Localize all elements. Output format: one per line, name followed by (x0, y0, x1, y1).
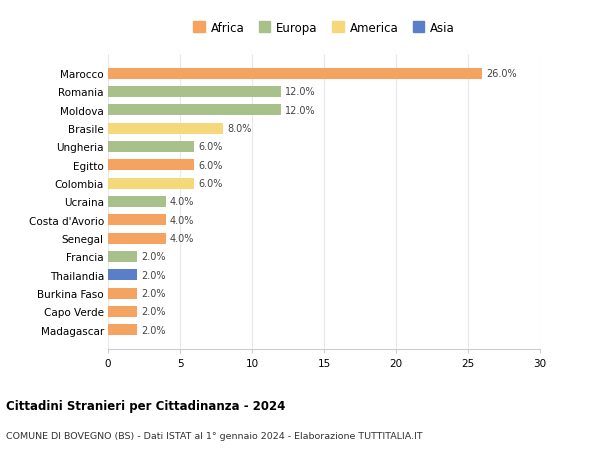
Bar (108, 141, 194, 152)
Text: Cittadini Stranieri per Cittadinanza - 2024: Cittadini Stranieri per Cittadinanza - 2… (6, 399, 286, 412)
Text: 6.0%: 6.0% (199, 160, 223, 170)
Text: 8.0%: 8.0% (227, 124, 252, 134)
Text: COMUNE DI BOVEGNO (BS) - Dati ISTAT al 1° gennaio 2024 - Elaborazione TUTTITALIA: COMUNE DI BOVEGNO (BS) - Dati ISTAT al 1… (6, 431, 422, 441)
Bar (108, 306, 137, 317)
Bar (108, 123, 223, 134)
Bar (108, 68, 482, 79)
Bar (108, 215, 166, 226)
Legend: Africa, Europa, America, Asia: Africa, Europa, America, Asia (188, 17, 460, 39)
Text: 6.0%: 6.0% (199, 179, 223, 189)
Bar (108, 252, 137, 263)
Bar (108, 105, 281, 116)
Bar (108, 196, 166, 207)
Bar (108, 269, 137, 280)
Text: 2.0%: 2.0% (141, 270, 166, 280)
Text: 4.0%: 4.0% (170, 197, 194, 207)
Text: 12.0%: 12.0% (285, 106, 316, 116)
Bar (108, 178, 194, 189)
Text: 4.0%: 4.0% (170, 234, 194, 244)
Bar (108, 325, 137, 336)
Text: 12.0%: 12.0% (285, 87, 316, 97)
Bar (108, 233, 166, 244)
Bar (108, 87, 281, 98)
Text: 2.0%: 2.0% (141, 252, 166, 262)
Bar (108, 288, 137, 299)
Text: 4.0%: 4.0% (170, 215, 194, 225)
Text: 2.0%: 2.0% (141, 307, 166, 317)
Text: 6.0%: 6.0% (199, 142, 223, 152)
Text: 26.0%: 26.0% (487, 69, 517, 79)
Text: 2.0%: 2.0% (141, 325, 166, 335)
Text: 2.0%: 2.0% (141, 288, 166, 298)
Bar (108, 160, 194, 171)
